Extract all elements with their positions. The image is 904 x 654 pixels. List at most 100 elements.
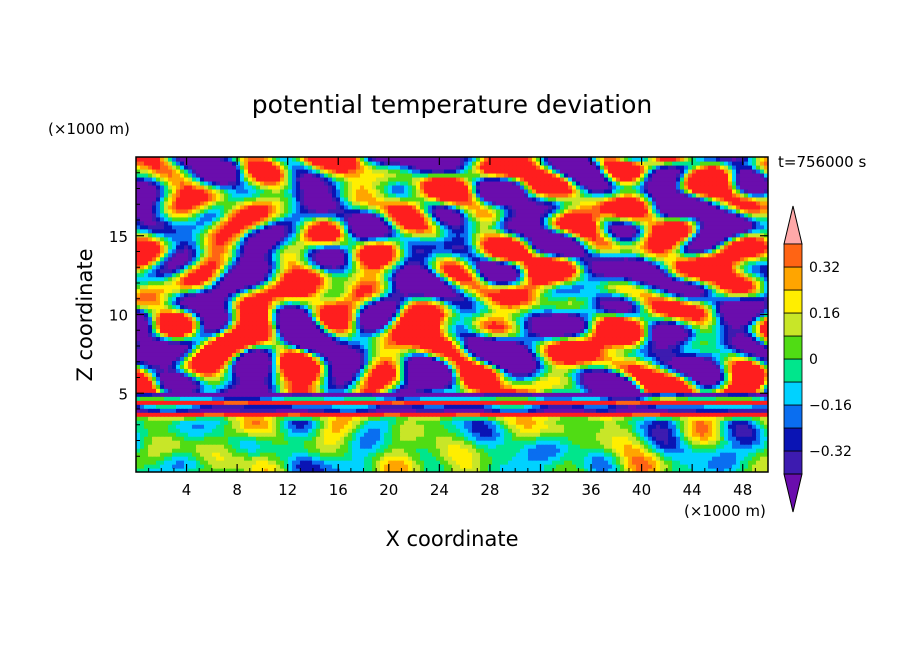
heatmap-cell [424,348,429,353]
heatmap-cell [560,444,565,449]
heatmap-cell [320,424,325,429]
heatmap-cell [476,444,481,449]
heatmap-cell [484,360,489,365]
heatmap-cell [724,360,729,365]
heatmap-cell [564,368,569,373]
heatmap-cell [524,460,529,465]
heatmap-cell [236,420,241,425]
heatmap-cell [268,412,273,417]
heatmap-cell [352,428,357,433]
heatmap-cell [196,388,201,393]
heatmap-cell [312,452,317,457]
heatmap-cell [392,344,397,349]
heatmap-cell [488,380,493,385]
heatmap-cell [296,400,301,405]
heatmap-cell [376,364,381,369]
heatmap-cell [460,372,465,377]
heatmap-cell [368,428,373,433]
heatmap-cell [224,424,229,429]
heatmap-cell [560,408,565,413]
heatmap-cell [616,440,621,445]
heatmap-cell [752,404,757,409]
heatmap-cell [484,364,489,369]
heatmap-cell [532,460,537,465]
heatmap-cell [172,356,177,361]
heatmap-cell [152,388,157,393]
heatmap-cell [328,344,333,349]
heatmap-cell [684,408,689,413]
heatmap-cell [472,416,477,421]
heatmap-cell [456,464,461,469]
heatmap-cell [308,356,313,361]
heatmap-cell [656,452,661,457]
heatmap-cell [172,384,177,389]
heatmap-cell [668,412,673,417]
heatmap-cell [256,412,261,417]
heatmap-cell [620,388,625,393]
heatmap-cell [632,388,637,393]
heatmap-cell [484,436,489,441]
heatmap-cell [724,408,729,413]
heatmap-cell [612,352,617,357]
heatmap-cell [300,348,305,353]
heatmap-cell [320,408,325,413]
heatmap-cell [596,452,601,457]
heatmap-cell [508,392,513,397]
heatmap-cell [720,448,725,453]
heatmap-cell [324,404,329,409]
heatmap-cell [748,368,753,373]
heatmap-cell [320,416,325,421]
heatmap-cell [264,404,269,409]
heatmap-cell [324,360,329,365]
heatmap-cell [628,448,633,453]
heatmap-cell [676,412,681,417]
heatmap-cell [264,432,269,437]
heatmap-cell [268,460,273,465]
heatmap-cell [176,416,181,421]
heatmap-cell [496,412,501,417]
heatmap-cell [544,460,549,465]
heatmap-cell [600,380,605,385]
heatmap-cell [536,428,541,433]
heatmap-cell [576,380,581,385]
heatmap-cell [272,444,277,449]
heatmap-cell [356,412,361,417]
heatmap-cell [464,448,469,453]
heatmap-cell [480,420,485,425]
heatmap-cell [328,352,333,357]
heatmap-cell [400,464,405,469]
heatmap-cell [740,448,745,453]
heatmap-cell [184,360,189,365]
heatmap-cell [372,424,377,429]
heatmap-cell [756,368,761,373]
heatmap-cell [304,420,309,425]
heatmap-cell [312,384,317,389]
heatmap-cell [604,432,609,437]
heatmap-cell [376,448,381,453]
heatmap-cell [388,424,393,429]
heatmap-cell [492,408,497,413]
heatmap-cell [156,416,161,421]
heatmap-cell [240,384,245,389]
heatmap-cell [540,452,545,457]
heatmap-cell [672,368,677,373]
heatmap-cell [416,352,421,357]
heatmap-cell [428,352,433,357]
heatmap-cell [320,452,325,457]
heatmap-cell [460,392,465,397]
heatmap-cell [188,400,193,405]
heatmap-cell [444,440,449,445]
heatmap-cell [252,448,257,453]
heatmap-cell [756,464,761,469]
heatmap-cell [548,376,553,381]
heatmap-cell [184,356,189,361]
heatmap-cell [524,400,529,405]
heatmap-cell [492,352,497,357]
heatmap-cell [704,352,709,357]
heatmap-cell [296,360,301,365]
heatmap-cell [648,352,653,357]
heatmap-cell [452,424,457,429]
heatmap-cell [308,372,313,377]
heatmap-cell [184,364,189,369]
heatmap-cell [264,360,269,365]
